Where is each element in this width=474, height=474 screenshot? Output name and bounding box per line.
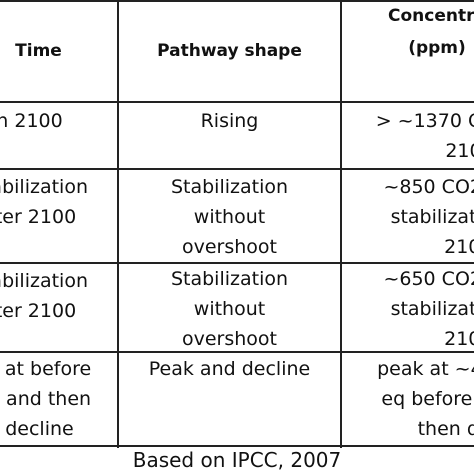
row4-concentration-line3: then decl bbox=[417, 418, 474, 440]
table-row-divider bbox=[0, 262, 474, 264]
row2-concentration: ~850 CO2-e stabilizatio 2100) bbox=[342, 172, 474, 262]
row4-time-line1: k at before bbox=[0, 358, 92, 380]
row2-pathway: Stabilization without overshoot bbox=[119, 172, 340, 262]
header-time-label: Time bbox=[15, 41, 62, 61]
header-time: Time bbox=[0, 20, 117, 82]
table-header-divider bbox=[0, 101, 474, 103]
table-row-divider bbox=[0, 168, 474, 170]
figure-caption: Based on IPCC, 2007 bbox=[132, 448, 342, 472]
row4-concentration: peak at ~490 eq before 21 then decl bbox=[342, 354, 474, 444]
table-column-divider bbox=[117, 0, 119, 448]
row4-time: k at before 0 and then decline bbox=[0, 354, 117, 444]
row4-concentration-line2: eq before 21 bbox=[381, 388, 474, 410]
header-concentration: Concentra (ppm) bbox=[342, 0, 474, 60]
table-row-divider bbox=[0, 351, 474, 353]
row3-time-line1: tabilization bbox=[0, 270, 88, 292]
header-concentration-line1: Concentra bbox=[388, 6, 474, 26]
row4-pathway-line1: Peak and decline bbox=[148, 358, 311, 380]
row1-time-line1: n 2100 bbox=[0, 110, 63, 132]
row3-pathway: Stabilization without overshoot bbox=[119, 264, 340, 354]
row1-concentration: > ~1370 CO2 2100 bbox=[342, 106, 474, 166]
table-column-divider bbox=[340, 0, 342, 448]
row2-pathway-line2: without bbox=[193, 206, 266, 228]
row3-concentration-line1: ~650 CO2-e bbox=[383, 268, 474, 290]
header-concentration-line2: (ppm) bbox=[408, 38, 466, 58]
row1-pathway-line1: Rising bbox=[200, 110, 259, 132]
row3-concentration-line3: 2100) bbox=[444, 328, 474, 350]
row2-concentration-line3: 2100) bbox=[444, 236, 474, 258]
header-pathway-label: Pathway shape bbox=[157, 41, 302, 61]
row4-time-line3: decline bbox=[5, 418, 74, 440]
row2-time-line1: tabilization bbox=[0, 176, 88, 198]
row3-time-line2: ter 2100 bbox=[0, 300, 77, 322]
table-border-top bbox=[0, 0, 474, 2]
row2-pathway-line1: Stabilization bbox=[170, 176, 289, 198]
row1-concentration-line2: 2100 bbox=[445, 140, 474, 162]
row4-time-line2: 0 and then bbox=[0, 388, 92, 410]
row1-pathway: Rising bbox=[119, 106, 340, 136]
row2-time-line2: ter 2100 bbox=[0, 206, 77, 228]
row4-concentration-line1: peak at ~490 bbox=[377, 358, 474, 380]
row3-concentration: ~650 CO2-e stabilizatio 2100) bbox=[342, 264, 474, 354]
row3-pathway-line2: without bbox=[193, 298, 266, 320]
row1-concentration-line1: > ~1370 CO2 bbox=[375, 110, 474, 132]
row3-concentration-line2: stabilizatio bbox=[390, 298, 474, 320]
row4-pathway: Peak and decline bbox=[119, 354, 340, 384]
row1-time: n 2100 bbox=[0, 106, 117, 136]
row2-concentration-line2: stabilizatio bbox=[390, 206, 474, 228]
header-pathway-shape: Pathway shape bbox=[119, 20, 340, 82]
row2-pathway-line3: overshoot bbox=[181, 236, 277, 258]
row3-pathway-line1: Stabilization bbox=[170, 268, 289, 290]
row2-time: tabilization ter 2100 bbox=[0, 172, 117, 232]
row2-concentration-line1: ~850 CO2-e bbox=[383, 176, 474, 198]
table-border-bottom bbox=[0, 445, 474, 447]
row3-time: tabilization ter 2100 bbox=[0, 266, 117, 326]
row3-pathway-line3: overshoot bbox=[181, 328, 277, 350]
